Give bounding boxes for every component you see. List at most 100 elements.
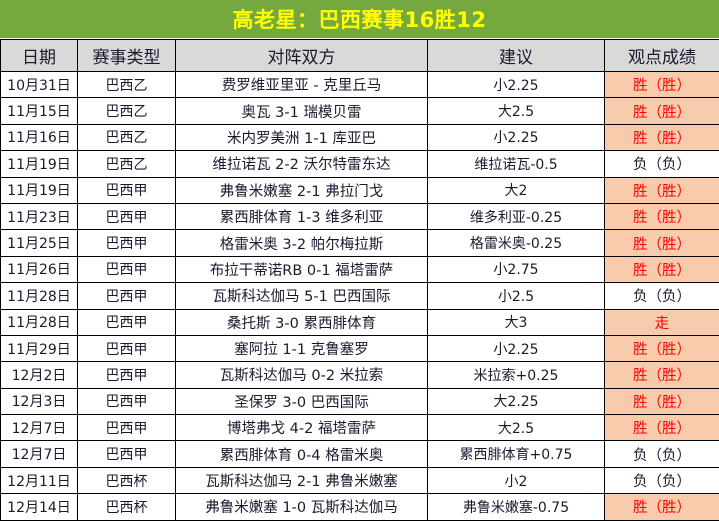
status-badge: 胜（胜） [605,98,719,124]
cell-advice: 累西腓体育+0.75 [428,441,605,467]
cell-match: 圣保罗 3-0 巴西国际 [176,388,428,414]
cell-league: 巴西乙 [78,98,176,124]
status-badge: 胜（胜） [605,388,719,414]
cell-date: 12月11日 [1,467,78,493]
status-badge: 负（负） [605,467,719,493]
cell-advice: 米拉索+0.25 [428,362,605,388]
cell-match: 维拉诺瓦 2-2 沃尔特雷东达 [176,151,428,177]
cell-league: 巴西甲 [78,283,176,309]
status-badge: 负（负） [605,151,719,177]
cell-league: 巴西甲 [78,230,176,256]
cell-match: 瓦斯科达伽马 5-1 巴西国际 [176,283,428,309]
cell-date: 11月28日 [1,309,78,335]
cell-date: 11月16日 [1,124,78,150]
cell-league: 巴西乙 [78,124,176,150]
status-badge: 胜（胜） [605,415,719,441]
cell-date: 12月7日 [1,441,78,467]
cell-match: 瓦斯科达伽马 0-2 米拉索 [176,362,428,388]
cell-date: 11月28日 [1,283,78,309]
status-badge: 胜（胜） [605,494,719,520]
cell-advice: 维多利亚-0.25 [428,203,605,229]
cell-match: 费罗维亚里亚 - 克里丘马 [176,72,428,98]
cell-match: 累西腓体育 1-3 维多利亚 [176,203,428,229]
cell-date: 12月14日 [1,494,78,520]
cell-advice: 维拉诺瓦-0.5 [428,151,605,177]
status-badge: 胜（胜） [605,335,719,361]
cell-league: 巴西甲 [78,362,176,388]
cell-date: 11月19日 [1,177,78,203]
cell-advice: 小2.25 [428,72,605,98]
results-table: 日期 赛事类型 对阵双方 建议 观点成绩 10月31日巴西乙费罗维亚里亚 - 克… [0,39,719,521]
cell-advice: 小2 [428,467,605,493]
table-header-row: 日期 赛事类型 对阵双方 建议 观点成绩 [1,40,719,72]
cell-match: 奥瓦 3-1 瑞模贝雷 [176,98,428,124]
cell-league: 巴西乙 [78,72,176,98]
cell-date: 11月25日 [1,230,78,256]
cell-league: 巴西甲 [78,177,176,203]
column-header-league[interactable]: 赛事类型 [78,40,176,72]
status-badge: 胜（胜） [605,362,719,388]
cell-match: 塞阿拉 1-1 克鲁塞罗 [176,335,428,361]
cell-advice: 小2.5 [428,283,605,309]
cell-date: 11月15日 [1,98,78,124]
cell-advice: 小2.25 [428,335,605,361]
spreadsheet-view: 高老星：巴西赛事16胜12 日期 赛事类型 对阵双方 建议 观点成绩 10月31… [0,0,719,499]
cell-match: 瓦斯科达伽马 2-1 弗鲁米嫩塞 [176,467,428,493]
cell-league: 巴西杯 [78,467,176,493]
column-header-result[interactable]: 观点成绩 [605,40,719,72]
cell-date: 12月3日 [1,388,78,414]
cell-advice: 大3 [428,309,605,335]
cell-league: 巴西甲 [78,256,176,282]
cell-advice: 小2.25 [428,124,605,150]
cell-date: 11月23日 [1,203,78,229]
cell-match: 博塔弗戈 4-2 福塔雷萨 [176,415,428,441]
cell-date: 12月2日 [1,362,78,388]
cell-date: 11月26日 [1,256,78,282]
column-header-advice[interactable]: 建议 [428,40,605,72]
cell-league: 巴西甲 [78,203,176,229]
cell-advice: 格雷米奥-0.25 [428,230,605,256]
status-badge: 走 [605,309,719,335]
cell-match: 累西腓体育 0-4 格雷米奥 [176,441,428,467]
cell-match: 桑托斯 3-0 累西腓体育 [176,309,428,335]
cell-advice: 大2 [428,177,605,203]
cell-match: 米内罗美洲 1-1 库亚巴 [176,124,428,150]
page-title: 高老星：巴西赛事16胜12 [0,0,719,39]
cell-league: 巴西甲 [78,309,176,335]
status-badge: 负（负） [605,441,719,467]
cell-date: 11月19日 [1,151,78,177]
cell-league: 巴西甲 [78,335,176,361]
cell-league: 巴西乙 [78,151,176,177]
column-header-date[interactable]: 日期 [1,40,78,72]
table-header: 日期 赛事类型 对阵双方 建议 观点成绩 [1,40,719,72]
cell-league: 巴西杯 [78,494,176,520]
cell-advice: 小2.75 [428,256,605,282]
cell-match: 格雷米奥 3-2 帕尔梅拉斯 [176,230,428,256]
cell-advice: 大2.5 [428,98,605,124]
status-badge: 胜（胜） [605,230,719,256]
cell-advice: 弗鲁米嫩塞-0.75 [428,494,605,520]
status-badge: 胜（胜） [605,203,719,229]
cell-league: 巴西甲 [78,415,176,441]
cell-date: 10月31日 [1,72,78,98]
column-header-match[interactable]: 对阵双方 [176,40,428,72]
cell-league: 巴西甲 [78,388,176,414]
